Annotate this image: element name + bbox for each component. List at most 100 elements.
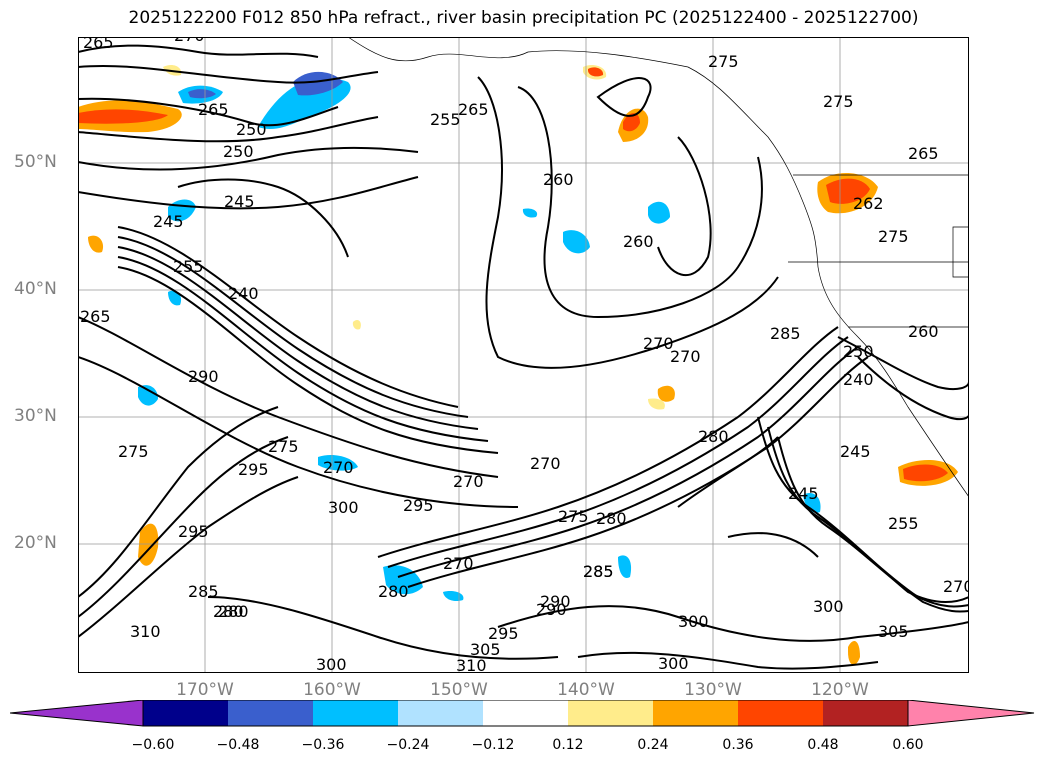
contour-label: 275 xyxy=(708,52,739,71)
graticule xyxy=(78,37,969,673)
contour-label: 255 xyxy=(430,110,461,129)
precip-blob-blue-c xyxy=(648,201,670,224)
refractivity-contours xyxy=(78,44,969,670)
precip-shading xyxy=(78,64,958,665)
colorbar-segment xyxy=(483,700,568,726)
contour-label: 285 xyxy=(583,562,614,581)
contour-label: 255 xyxy=(173,257,204,276)
colorbar-tick-label: 0.48 xyxy=(807,737,839,753)
lat-label-30n: 30°N xyxy=(14,406,57,426)
contour-label: 280 xyxy=(218,602,249,621)
precip-blob-orange-f xyxy=(848,641,860,665)
colorbar-tick-label: −0.24 xyxy=(386,737,430,753)
contour-label: 270 xyxy=(323,458,354,477)
contour-label: 295 xyxy=(238,460,269,479)
contour-label: 270 xyxy=(530,454,561,473)
precip-blob-red-west xyxy=(78,109,168,124)
contour-label: 275 xyxy=(558,507,589,526)
lon-label-150w: 150°W xyxy=(430,680,488,700)
contour-label: 250 xyxy=(223,142,254,161)
contour-label: 295 xyxy=(488,624,519,643)
contour-label: 275 xyxy=(268,437,299,456)
contour-label: 285 xyxy=(188,582,219,601)
colorbar-segment xyxy=(738,700,823,726)
lat-label-20n: 20°N xyxy=(14,533,57,553)
contour-label: 262 xyxy=(853,194,884,213)
contour-label: 245 xyxy=(224,192,255,211)
contour-label: 300 xyxy=(813,597,844,616)
contour-label: 275 xyxy=(823,92,854,111)
contour-label: 290 xyxy=(540,592,571,611)
contour-label: 270 xyxy=(670,347,701,366)
contour-label: 310 xyxy=(456,656,487,673)
contour-label: 280 xyxy=(213,602,244,621)
colorbar-tick-label: 0.24 xyxy=(637,737,669,753)
precip-blob-blue-b xyxy=(563,230,590,254)
colorbar-tick-label: −0.12 xyxy=(471,737,515,753)
contour-label: 270 xyxy=(443,554,474,573)
lon-label-140w: 140°W xyxy=(557,680,615,700)
contour-label: 265 xyxy=(83,37,114,52)
lon-label-160w: 160°W xyxy=(303,680,361,700)
contour-label: 245 xyxy=(153,212,184,231)
contour-label: 300 xyxy=(678,612,709,631)
colorbar-segment xyxy=(228,700,313,726)
contour-label: 285 xyxy=(770,324,801,343)
precip-blob-darkblue-nw1 xyxy=(188,89,216,99)
contour-label: 305 xyxy=(470,640,501,659)
colorbar-tick-label: 0.12 xyxy=(552,737,584,753)
contour-label: 280 xyxy=(378,582,409,601)
contour-label: 265 xyxy=(908,144,939,163)
precip-blob-blue-j xyxy=(803,492,821,513)
contour-label: 300 xyxy=(328,498,359,517)
contour-label: 305 xyxy=(878,622,909,641)
contour-label: 265 xyxy=(458,100,489,119)
lat-label-50n: 50°N xyxy=(14,152,57,172)
precip-blob-red-a xyxy=(623,113,640,132)
contour-label: 280 xyxy=(698,427,729,446)
colorbar-segment xyxy=(568,700,653,726)
contour-label: 275 xyxy=(118,442,149,461)
colorbar-tick-label: 0.36 xyxy=(722,737,754,753)
contour-label: 260 xyxy=(623,232,654,251)
colorbar-segment xyxy=(823,700,908,726)
precip-blob-orange-e xyxy=(657,385,675,402)
contour-label: 245 xyxy=(840,442,871,461)
contour-labels: 265 270 275 275 265 250 250 255 265 260 … xyxy=(80,37,969,673)
lon-label-170w: 170°W xyxy=(176,680,234,700)
contour-label: 260 xyxy=(908,322,939,341)
colorbar-tick-label: 0.60 xyxy=(892,737,924,753)
precip-blob-blue-i xyxy=(618,555,632,578)
contour-label: 245 xyxy=(788,484,819,503)
contour-label: 300 xyxy=(658,654,689,673)
lat-label-40n: 40°N xyxy=(14,279,57,299)
lon-label-130w: 130°W xyxy=(684,680,742,700)
precip-blob-orange-g xyxy=(588,67,604,77)
contour-label: 295 xyxy=(403,496,434,515)
contour-label: 240 xyxy=(843,370,874,389)
colorbar xyxy=(10,700,1035,727)
precip-blob-darkblue-nw2 xyxy=(293,71,343,96)
colorbar-segment xyxy=(653,700,738,726)
colorbar-tick-label: −0.36 xyxy=(301,737,345,753)
contour-label: 270 xyxy=(643,334,674,353)
contour-label: 300 xyxy=(316,655,347,673)
precip-blob-yellow-e xyxy=(648,398,665,410)
precip-blob-yellow-c xyxy=(88,235,104,253)
contour-label: 265 xyxy=(80,307,111,326)
contour-label: 255 xyxy=(888,514,919,533)
colorbar-segment xyxy=(143,700,228,726)
contour-label: 280 xyxy=(596,509,627,528)
colorbar-segment xyxy=(10,700,144,727)
colorbar-tick-label: −0.60 xyxy=(131,737,175,753)
precip-blob-red-b xyxy=(826,178,870,204)
contour-label: 290 xyxy=(188,367,219,386)
map-title: 2025122200 F012 850 hPa refract., river … xyxy=(128,8,919,28)
contour-label: 250 xyxy=(236,120,267,139)
lon-label-120w: 120°W xyxy=(811,680,869,700)
colorbar-segment xyxy=(313,700,398,726)
contour-label: 270 xyxy=(453,472,484,491)
precip-blob-blue-d xyxy=(522,208,538,218)
precip-blob-yellow-d xyxy=(352,319,361,330)
contour-label: 295 xyxy=(178,522,209,541)
